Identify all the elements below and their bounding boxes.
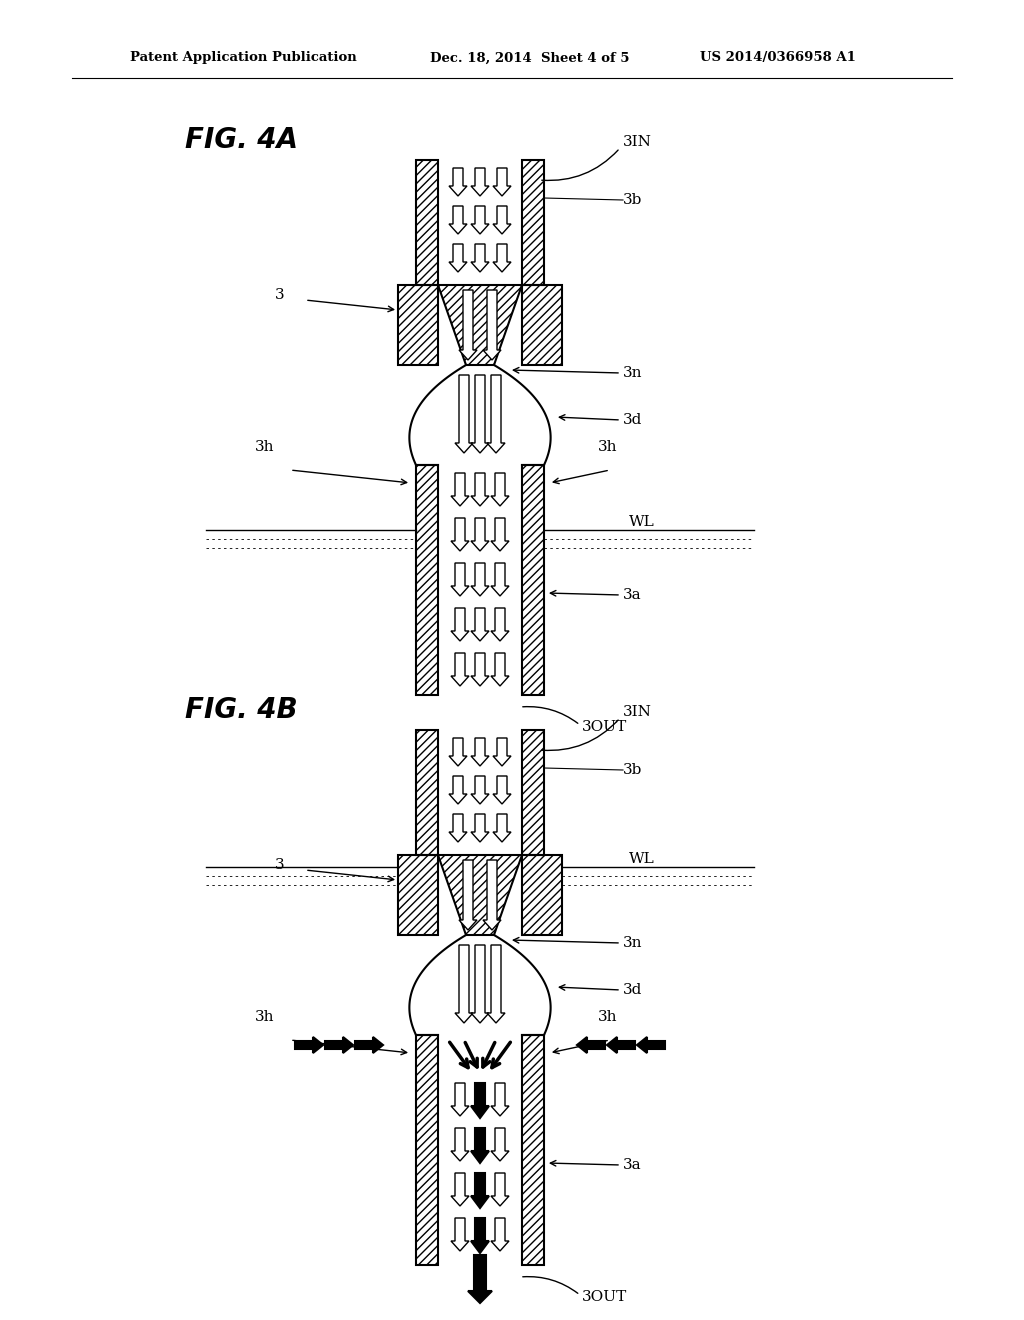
Polygon shape [451,1082,469,1115]
Polygon shape [471,168,489,195]
Polygon shape [487,945,505,1023]
Polygon shape [490,653,509,686]
Polygon shape [471,653,489,686]
Polygon shape [471,1218,489,1253]
Polygon shape [295,1038,323,1053]
Polygon shape [451,653,469,686]
Polygon shape [471,517,489,550]
Text: US 2014/0366958 A1: US 2014/0366958 A1 [700,51,856,65]
Polygon shape [471,473,489,506]
Polygon shape [490,1129,509,1162]
Polygon shape [493,206,511,234]
Polygon shape [471,945,489,1023]
Polygon shape [449,206,467,234]
Polygon shape [325,1038,353,1053]
Polygon shape [493,814,511,842]
Text: WL: WL [629,851,654,866]
Polygon shape [459,861,477,931]
Polygon shape [451,517,469,550]
Text: 3IN: 3IN [623,135,652,149]
Polygon shape [490,609,509,642]
Text: 3d: 3d [623,413,642,426]
Polygon shape [493,776,511,804]
Text: 3: 3 [275,288,285,302]
Polygon shape [490,517,509,550]
Text: 3n: 3n [623,366,642,380]
Polygon shape [471,375,489,453]
Polygon shape [637,1038,665,1053]
Polygon shape [455,375,473,453]
Polygon shape [471,1129,489,1163]
Polygon shape [471,609,489,642]
Polygon shape [449,244,467,272]
Text: 3IN: 3IN [623,705,652,719]
Polygon shape [471,814,489,842]
Polygon shape [471,738,489,766]
Polygon shape [468,1255,492,1303]
Text: 3b: 3b [623,193,642,207]
Polygon shape [493,168,511,195]
Text: 3a: 3a [623,1158,642,1172]
Polygon shape [471,776,489,804]
Text: 3h: 3h [598,1010,617,1024]
Polygon shape [459,290,477,360]
Polygon shape [449,814,467,842]
Polygon shape [487,375,505,453]
Polygon shape [490,473,509,506]
Polygon shape [490,564,509,597]
Polygon shape [451,564,469,597]
Polygon shape [449,738,467,766]
Polygon shape [493,738,511,766]
Polygon shape [490,1082,509,1115]
Polygon shape [577,1038,605,1053]
Text: 3h: 3h [255,1010,274,1024]
Text: Patent Application Publication: Patent Application Publication [130,51,356,65]
Polygon shape [483,861,501,931]
Polygon shape [355,1038,383,1053]
Text: 3h: 3h [598,440,617,454]
Text: FIG. 4A: FIG. 4A [185,125,298,154]
Polygon shape [483,290,501,360]
Polygon shape [451,1218,469,1251]
Polygon shape [449,168,467,195]
Polygon shape [493,244,511,272]
Polygon shape [451,473,469,506]
Text: 3h: 3h [255,440,274,454]
Polygon shape [471,564,489,597]
Text: WL: WL [629,515,654,529]
Text: 3b: 3b [623,763,642,777]
Polygon shape [451,1129,469,1162]
Text: 3a: 3a [623,587,642,602]
Text: FIG. 4B: FIG. 4B [185,696,298,723]
Polygon shape [451,1173,469,1206]
Polygon shape [471,1173,489,1208]
Polygon shape [490,1218,509,1251]
Polygon shape [471,244,489,272]
Polygon shape [607,1038,635,1053]
Polygon shape [449,776,467,804]
Text: 3n: 3n [623,936,642,950]
Polygon shape [471,206,489,234]
Text: 3: 3 [275,858,285,873]
Polygon shape [451,609,469,642]
Polygon shape [471,1082,489,1118]
Text: 3d: 3d [623,983,642,997]
Text: 3OUT: 3OUT [582,719,628,734]
Text: 3OUT: 3OUT [582,1290,628,1304]
Polygon shape [490,1173,509,1206]
Polygon shape [455,945,473,1023]
Text: Dec. 18, 2014  Sheet 4 of 5: Dec. 18, 2014 Sheet 4 of 5 [430,51,630,65]
